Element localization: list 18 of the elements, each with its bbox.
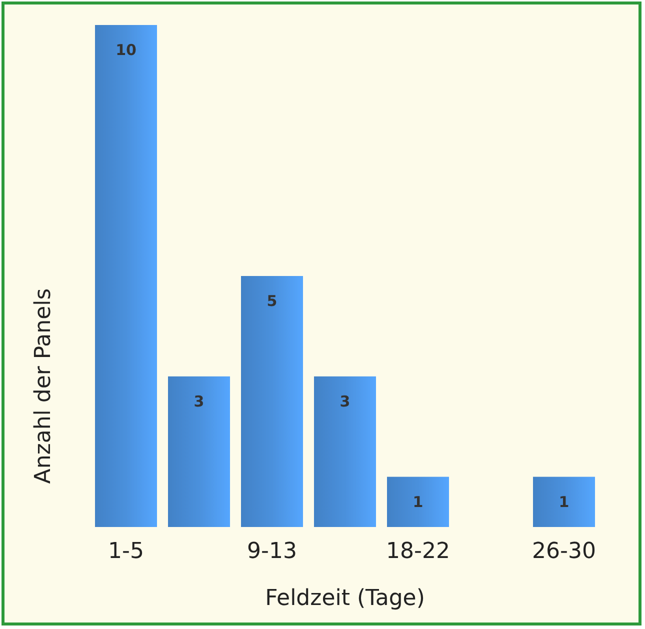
- data-label: 3: [194, 392, 204, 410]
- data-label: 5: [266, 292, 278, 310]
- x-tick-label: 26-30: [532, 539, 596, 564]
- x-tick-label: 9-13: [247, 539, 297, 564]
- x-tick-label: 18-22: [386, 539, 450, 564]
- bar: [168, 376, 230, 527]
- x-tick-label: 1-5: [108, 539, 144, 564]
- data-label: 10: [116, 41, 136, 59]
- bar: [241, 276, 303, 527]
- bar: [314, 376, 376, 527]
- x-axis-title: Feldzeit (Tage): [265, 586, 425, 611]
- bar: [95, 25, 157, 527]
- data-label: 1: [558, 492, 570, 511]
- bar: [533, 476, 595, 527]
- y-axis-title: Anzahl der Panels: [31, 288, 56, 484]
- data-label: 3: [340, 392, 350, 410]
- bar: [387, 476, 449, 527]
- data-label: 1: [412, 492, 424, 511]
